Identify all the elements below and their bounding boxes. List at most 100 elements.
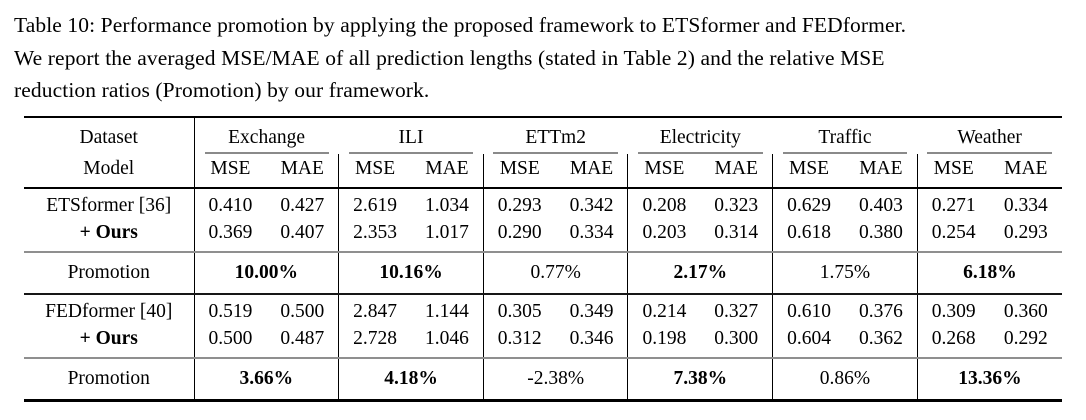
metric-cell: 0.427 (266, 187, 340, 219)
metric-cell: 1.017 (411, 218, 484, 253)
metric-cell: 0.346 (555, 324, 629, 359)
metric-header: MSE (627, 153, 701, 189)
metric-cell: 2.619 (353, 194, 398, 216)
metric-cell: 0.618 (772, 218, 845, 253)
dataset-header-label: Dataset (79, 126, 138, 148)
promotion-cell: 13.36% (917, 357, 1062, 402)
metric-cell: 0.629 (787, 194, 831, 216)
metric-header: MAE (989, 153, 1062, 189)
caption-line: We report the averaged MSE/MAE of all pr… (14, 45, 885, 70)
metric-cell: 0.198 (627, 324, 701, 359)
metric-cell: 1.144 (411, 293, 484, 325)
group-header-traffic: Traffic (773, 117, 918, 154)
promotion-cell: 0.77% (483, 251, 629, 295)
metric-cell: 0.327 (700, 293, 774, 325)
metric-cell: 0.376 (844, 293, 918, 325)
promotion-row-etsformer: Promotion 10.00% 10.16% 0.77% 2.17% 1.75… (24, 251, 1062, 295)
cmidrule (927, 151, 1052, 154)
metric-cell: 2.728 (338, 324, 411, 359)
metric-cell: 0.293 (497, 194, 542, 216)
group-header-ettm2: ETTm2 (483, 117, 628, 154)
table-row-fedformer-ours: + Ours 0.500 0.487 2.728 1.046 0.312 0.3… (24, 324, 1062, 359)
metric-cell: 1.046 (411, 324, 484, 359)
metric-cell: 0.349 (555, 293, 629, 325)
table-caption: Table 10: Performance promotion by apply… (14, 9, 1076, 107)
promotion-cell: 1.75% (772, 251, 918, 295)
model-header-cell: Model (24, 153, 195, 189)
metric-header: MSE (483, 153, 556, 189)
metric-cell: 0.312 (483, 324, 556, 359)
promotion-label: Promotion (24, 251, 195, 295)
results-table: Dataset Exchange ILI ETTm2 Electricity T… (24, 115, 1062, 402)
promotion-cell: 3.66% (194, 357, 340, 402)
metric-cell: 0.360 (1003, 300, 1048, 322)
metric-cell: 0.309 (931, 300, 976, 322)
promotion-cell: 7.38% (627, 357, 774, 402)
row-label: ETSformer [36] (24, 187, 195, 219)
metric-cell: 0.487 (266, 324, 340, 359)
promotion-label: Promotion (24, 357, 195, 402)
promotion-cell: 10.16% (338, 251, 484, 295)
cmidrule (348, 151, 474, 154)
cmidrule (204, 151, 329, 154)
metric-cell: 0.293 (989, 218, 1062, 253)
group-header-row: Dataset Exchange ILI ETTm2 Electricity T… (24, 116, 1062, 154)
metric-cell: 0.362 (844, 324, 918, 359)
group-header-ili: ILI (339, 117, 484, 154)
metric-cell: 2.847 (353, 300, 398, 322)
metric-cell: 0.314 (700, 218, 774, 253)
metric-cell: 0.334 (555, 218, 629, 253)
table-row-fedformer: FEDformer [40] 0.519 0.500 2.847 1.144 0… (24, 293, 1062, 325)
metric-header: MAE (411, 153, 484, 189)
metric-cell: 0.380 (844, 218, 918, 253)
promotion-cell: 0.86% (772, 357, 918, 402)
metric-cell: 0.290 (483, 218, 556, 253)
group-header-weather: Weather (917, 117, 1062, 154)
metric-header: MSE (194, 153, 267, 189)
promotion-row-fedformer: Promotion 3.66% 4.18% -2.38% 7.38% 0.86%… (24, 357, 1062, 402)
metric-cell: 0.254 (917, 218, 990, 253)
metric-cell: 0.407 (266, 218, 340, 253)
metric-cell: 0.610 (787, 300, 831, 322)
metric-cell: 0.334 (1003, 194, 1048, 216)
metric-header: MSE (772, 153, 845, 189)
promotion-cell: 4.18% (338, 357, 484, 402)
promotion-cell: 6.18% (917, 251, 1062, 295)
group-header-exchange: Exchange (194, 117, 339, 154)
metric-cell: 0.268 (917, 324, 990, 359)
promotion-cell: 10.00% (194, 251, 340, 295)
group-header-electricity: Electricity (628, 117, 773, 154)
cmidrule (782, 151, 908, 154)
metric-header: MAE (700, 153, 774, 189)
metric-header-row: Model MSE MAE MSE MAE MSE MAE MSE MAE MS… (24, 153, 1062, 189)
metric-cell: 0.342 (555, 187, 629, 219)
metric-header: MAE (266, 153, 340, 189)
metric-cell: 0.519 (208, 300, 253, 322)
metric-header: MSE (338, 153, 411, 189)
row-label: FEDformer [40] (24, 293, 195, 325)
metric-cell: 0.403 (844, 187, 918, 219)
metric-cell: 0.292 (989, 324, 1062, 359)
promotion-cell: 2.17% (627, 251, 774, 295)
metric-cell: 0.271 (931, 194, 976, 216)
promotion-cell: -2.38% (483, 357, 629, 402)
cmidrule (637, 151, 763, 154)
metric-cell: 0.214 (642, 300, 687, 322)
metric-cell: 0.323 (700, 187, 774, 219)
metric-cell: 2.353 (338, 218, 411, 253)
table-row-etsformer-ours: + Ours 0.369 0.407 2.353 1.017 0.290 0.3… (24, 218, 1062, 253)
metric-header: MAE (555, 153, 629, 189)
metric-cell: 0.604 (772, 324, 845, 359)
row-label: + Ours (24, 218, 195, 253)
cmidrule (493, 151, 618, 154)
metric-cell: 0.500 (266, 293, 340, 325)
caption-line: Table 10: Performance promotion by apply… (14, 13, 907, 37)
caption-line: reduction ratios (Promotion) by our fram… (14, 78, 430, 102)
metric-cell: 0.300 (700, 324, 774, 359)
metric-header: MSE (917, 153, 990, 189)
metric-cell: 1.034 (411, 187, 484, 219)
metric-cell: 0.500 (194, 324, 267, 359)
row-label: + Ours (24, 324, 195, 359)
metric-cell: 0.203 (627, 218, 701, 253)
table-row-etsformer: ETSformer [36] 0.410 0.427 2.619 1.034 0… (24, 187, 1062, 219)
